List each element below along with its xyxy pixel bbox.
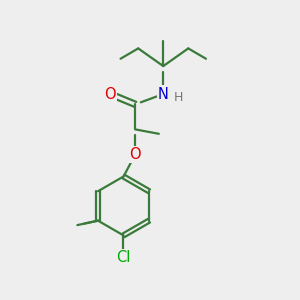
Text: H: H xyxy=(173,91,183,104)
Text: O: O xyxy=(130,147,141,162)
Text: Cl: Cl xyxy=(116,250,131,265)
Text: O: O xyxy=(104,87,116,102)
Text: N: N xyxy=(158,87,169,102)
